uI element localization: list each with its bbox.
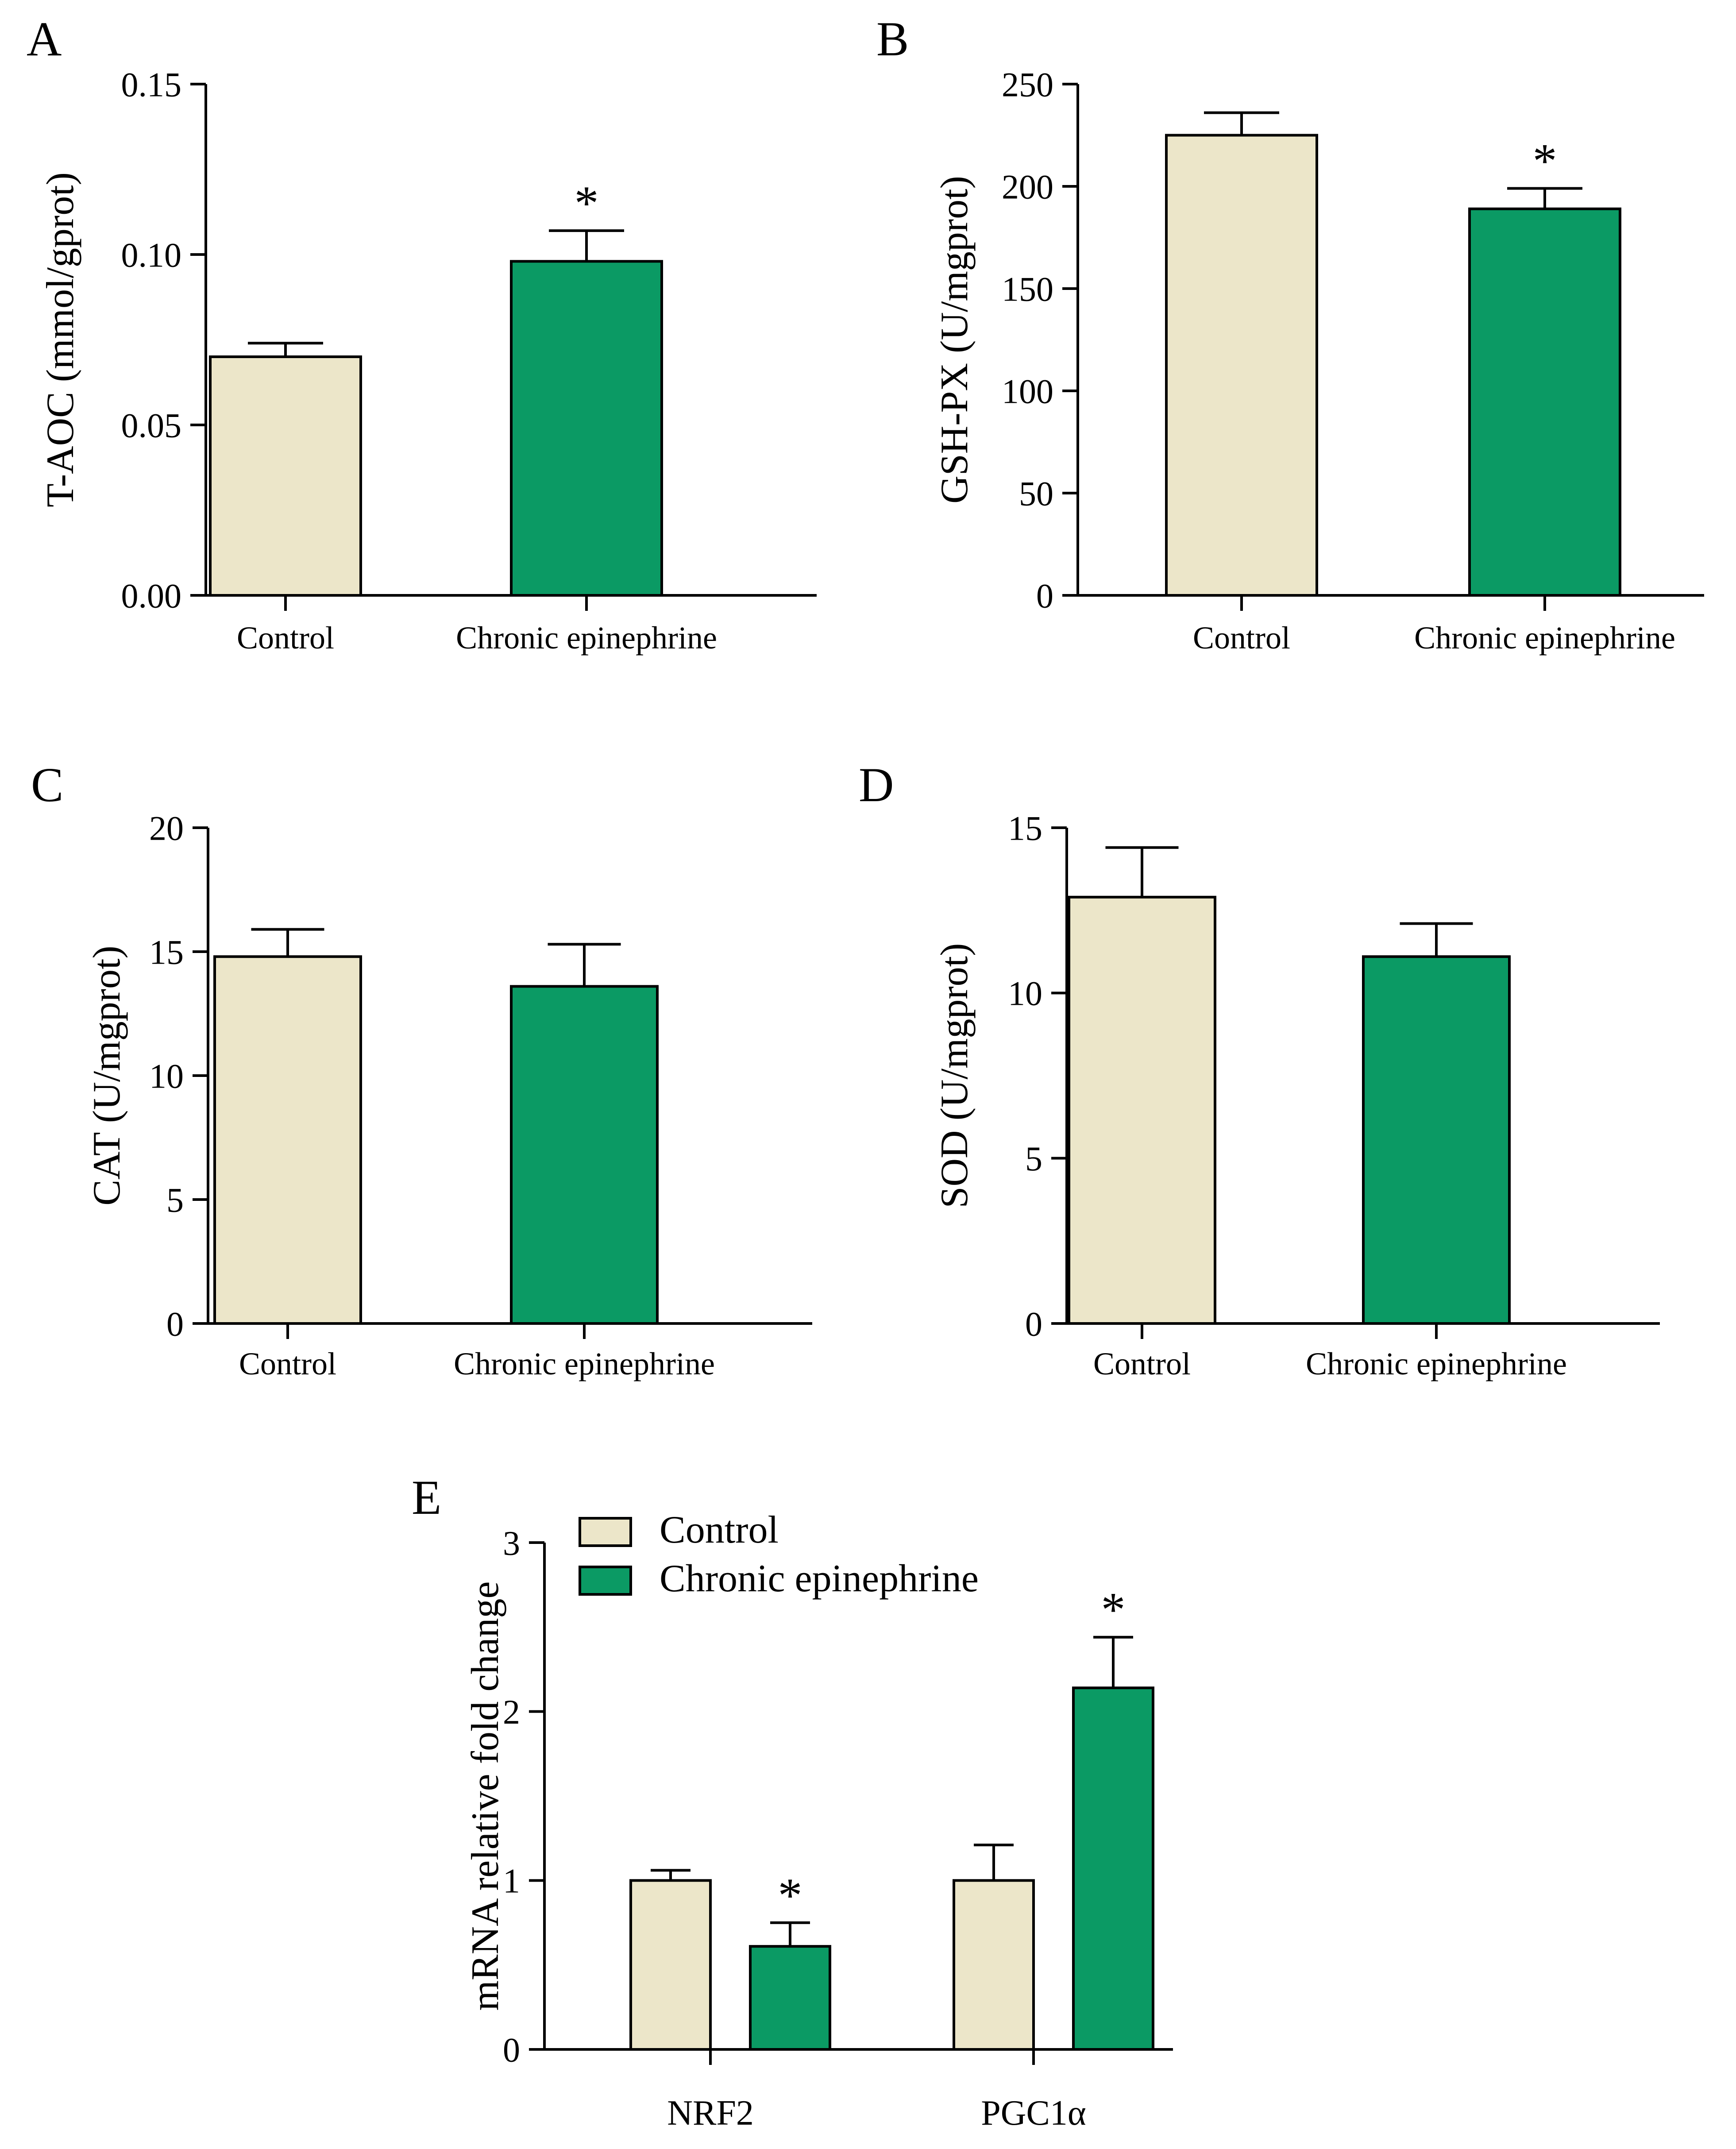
y-tick-label-c: 15 xyxy=(149,933,184,971)
y-tick-label-e: 3 xyxy=(503,1524,520,1562)
panel-label-d: D xyxy=(859,758,894,812)
y-tick-label-a: 0.00 xyxy=(121,576,182,615)
bar-e xyxy=(629,1879,712,2051)
y-tick-label-d: 5 xyxy=(1025,1139,1042,1178)
legend-label: Chronic epinephrine xyxy=(660,1557,979,1600)
significance-marker-a: * xyxy=(575,176,599,230)
y-tick-label-e: 0 xyxy=(503,2030,520,2069)
y-tick-label-b: 200 xyxy=(1002,167,1053,206)
panel-label-a: A xyxy=(27,12,62,66)
y-tick-label-c: 5 xyxy=(166,1181,184,1219)
x-tick-label-d: Chronic epinephrine xyxy=(1306,1346,1567,1381)
y-tick-label-a: 0.15 xyxy=(121,65,182,104)
panel-label-e: E xyxy=(412,1470,441,1524)
y-tick-label-d: 10 xyxy=(1008,974,1042,1013)
y-tick-label-c: 20 xyxy=(149,809,184,847)
y-axis-label-c: CAT (U/mgprot) xyxy=(85,945,128,1205)
bar-d xyxy=(1362,955,1511,1325)
y-axis-label-e: mRNA relative fold change xyxy=(464,1581,507,2010)
y-axis-label-a: T-AOC (mmol/gprot) xyxy=(39,172,82,507)
legend-swatch xyxy=(579,1566,632,1596)
y-tick-label-b: 50 xyxy=(1019,474,1053,513)
x-tick-label-c: Control xyxy=(239,1346,336,1381)
panel-e: E 0 1 2 3 mRNA relative fold change NRF2 * PGC1α… xyxy=(412,1470,1173,2133)
panel-label-b: B xyxy=(876,12,909,66)
y-tick-label-e: 1 xyxy=(503,1862,520,1900)
x-tick-label-a: Control xyxy=(237,620,334,656)
bar-c xyxy=(510,985,659,1325)
y-tick-label-d: 0 xyxy=(1025,1304,1042,1343)
bar-b xyxy=(1165,134,1318,597)
significance-marker-e: * xyxy=(778,1868,802,1922)
x-tick-label-b: Chronic epinephrine xyxy=(1414,620,1675,656)
significance-marker-e: * xyxy=(1101,1583,1126,1637)
y-tick-label-b: 0 xyxy=(1036,576,1053,615)
bar-a xyxy=(209,355,362,597)
y-tick-label-d: 15 xyxy=(1008,809,1042,847)
x-tick-label-b: Control xyxy=(1193,620,1290,656)
y-tick-label-b: 250 xyxy=(1002,65,1053,104)
y-tick-label-b: 100 xyxy=(1002,372,1053,410)
legend-swatch xyxy=(579,1517,632,1547)
y-axis-label-d: SOD (U/mgprot) xyxy=(933,943,976,1208)
x-tick-label-d: Control xyxy=(1093,1346,1191,1381)
x-tick-label-a: Chronic epinephrine xyxy=(456,620,717,656)
y-axis-label-b: GSH-PX (U/mgprot) xyxy=(933,176,976,504)
panel-label-c: C xyxy=(31,758,63,812)
y-tick-label-c: 0 xyxy=(166,1304,184,1343)
bar-c xyxy=(213,955,362,1325)
y-tick-label-a: 0.10 xyxy=(121,235,182,274)
bar-e xyxy=(953,1879,1035,2051)
bar-a xyxy=(510,260,663,597)
significance-marker-b: * xyxy=(1533,134,1557,188)
bar-d xyxy=(1068,895,1216,1325)
y-tick-label-c: 10 xyxy=(149,1057,184,1095)
legend-label: Control xyxy=(660,1509,779,1551)
x-tick-label-e: NRF2 xyxy=(667,2094,754,2133)
panel-c: C 0 5 10 15 20 CAT (U/mgprot) Control Chronic ep… xyxy=(31,758,812,1381)
x-tick-label-c: Chronic epinephrine xyxy=(454,1346,715,1381)
panel-d: D 0 5 10 15 SOD (U/mgprot) Control Chronic epin… xyxy=(859,758,1660,1381)
y-tick-label-a: 0.05 xyxy=(121,406,182,444)
bar-e xyxy=(1072,1686,1154,2051)
y-tick-label-e: 2 xyxy=(503,1693,520,1731)
panel-a: A 0.00 0.05 0.10 0.15 T-AOC (mmol/gprot) Contr… xyxy=(27,12,817,656)
bar-b xyxy=(1468,207,1621,597)
panel-b: B 0 50 100 150 200 250 GSH-PX (U/mgprot) Control… xyxy=(876,12,1704,656)
x-tick-label-e: PGC1α xyxy=(981,2094,1086,2133)
y-tick-label-b: 150 xyxy=(1002,270,1053,308)
bar-e xyxy=(749,1945,831,2051)
